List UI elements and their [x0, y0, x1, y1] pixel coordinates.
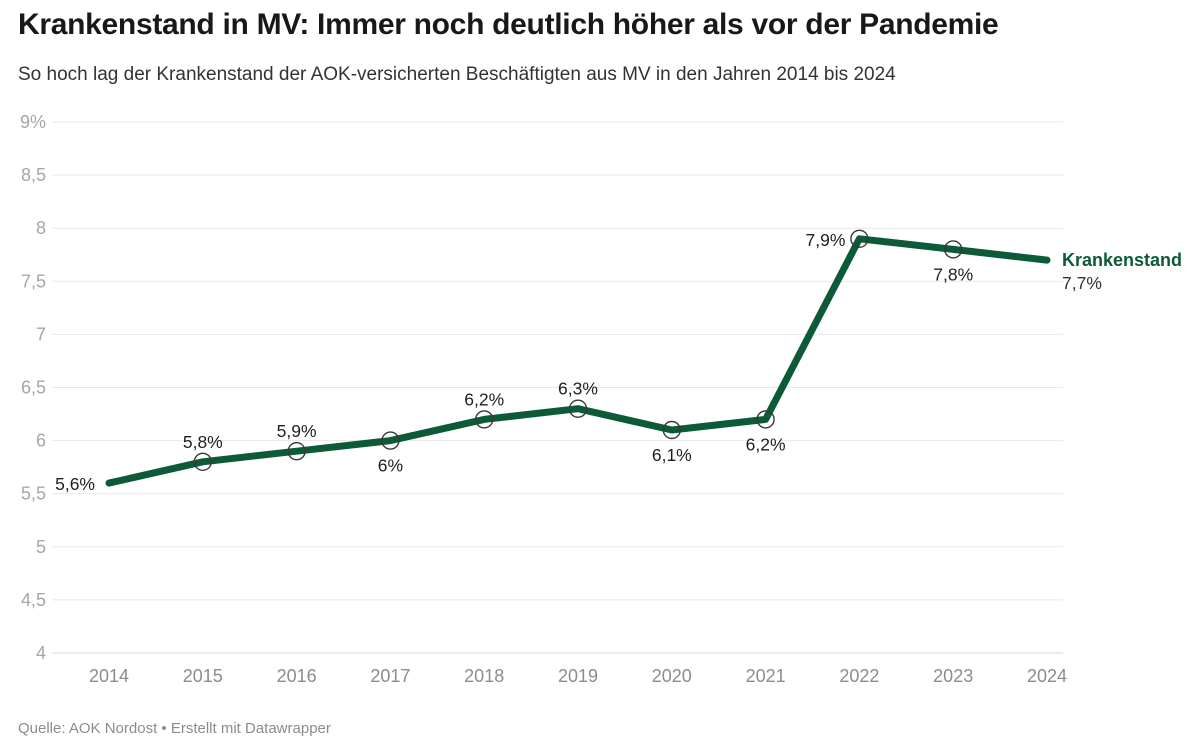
y-tick-label: 6,5 — [21, 378, 46, 398]
data-label: 6,2% — [746, 434, 786, 454]
chart-subtitle: So hoch lag der Krankenstand der AOK-ver… — [18, 64, 896, 85]
data-point-marker — [850, 229, 869, 249]
x-tick-label: 2018 — [464, 666, 504, 686]
data-point-marker — [662, 420, 681, 440]
x-tick-label: 2022 — [839, 666, 879, 686]
y-tick-label: 9% — [20, 112, 46, 132]
x-tick-label: 2023 — [933, 666, 973, 686]
y-tick-label: 4 — [36, 643, 46, 663]
data-point-marker — [287, 442, 306, 461]
data-label: 6,1% — [652, 445, 692, 465]
x-tick-label: 2014 — [89, 666, 129, 686]
chart-footer: Quelle: AOK Nordost • Erstellt mit Dataw… — [18, 720, 331, 737]
x-tick-label: 2015 — [183, 666, 223, 686]
series-end-value: 7,7% — [1062, 273, 1102, 293]
data-label: 6% — [378, 456, 403, 476]
data-label: 6,3% — [558, 379, 598, 399]
data-point-marker — [381, 431, 400, 450]
y-tick-label: 5,5 — [21, 484, 46, 504]
chart-title: Krankenstand in MV: Immer noch deutlich … — [18, 8, 999, 41]
data-label: 7,8% — [933, 264, 973, 284]
y-tick-label: 7 — [36, 324, 46, 344]
data-label: 5,9% — [277, 421, 317, 441]
data-point-marker — [193, 452, 213, 471]
data-label: 5,8% — [183, 432, 223, 452]
data-label: 7,9% — [806, 230, 846, 250]
x-tick-label: 2016 — [277, 666, 317, 686]
y-tick-label: 8 — [36, 218, 46, 238]
data-point-marker — [944, 240, 963, 259]
data-line — [105, 235, 1051, 487]
y-tick-label: 7,5 — [21, 271, 46, 291]
data-label: 6,2% — [464, 389, 504, 409]
y-tick-label: 6 — [36, 431, 46, 451]
source-text: Quelle: AOK Nordost • Erstellt mit Dataw… — [18, 720, 331, 737]
y-tick-label: 5 — [36, 537, 46, 557]
x-tick-label: 2024 — [1027, 666, 1067, 686]
data-point-marker — [756, 410, 775, 429]
data-point-marker — [475, 410, 494, 429]
series-label: Krankenstand — [1062, 250, 1182, 270]
y-tick-label: 4,5 — [21, 590, 46, 610]
data-point-marker — [568, 399, 588, 418]
x-tick-label: 2020 — [652, 666, 692, 686]
data-label: 5,6% — [55, 474, 95, 494]
x-tick-label: 2019 — [558, 666, 598, 686]
x-tick-label: 2017 — [370, 666, 410, 686]
x-tick-label: 2021 — [746, 666, 786, 686]
y-tick-label: 8,5 — [21, 165, 46, 185]
